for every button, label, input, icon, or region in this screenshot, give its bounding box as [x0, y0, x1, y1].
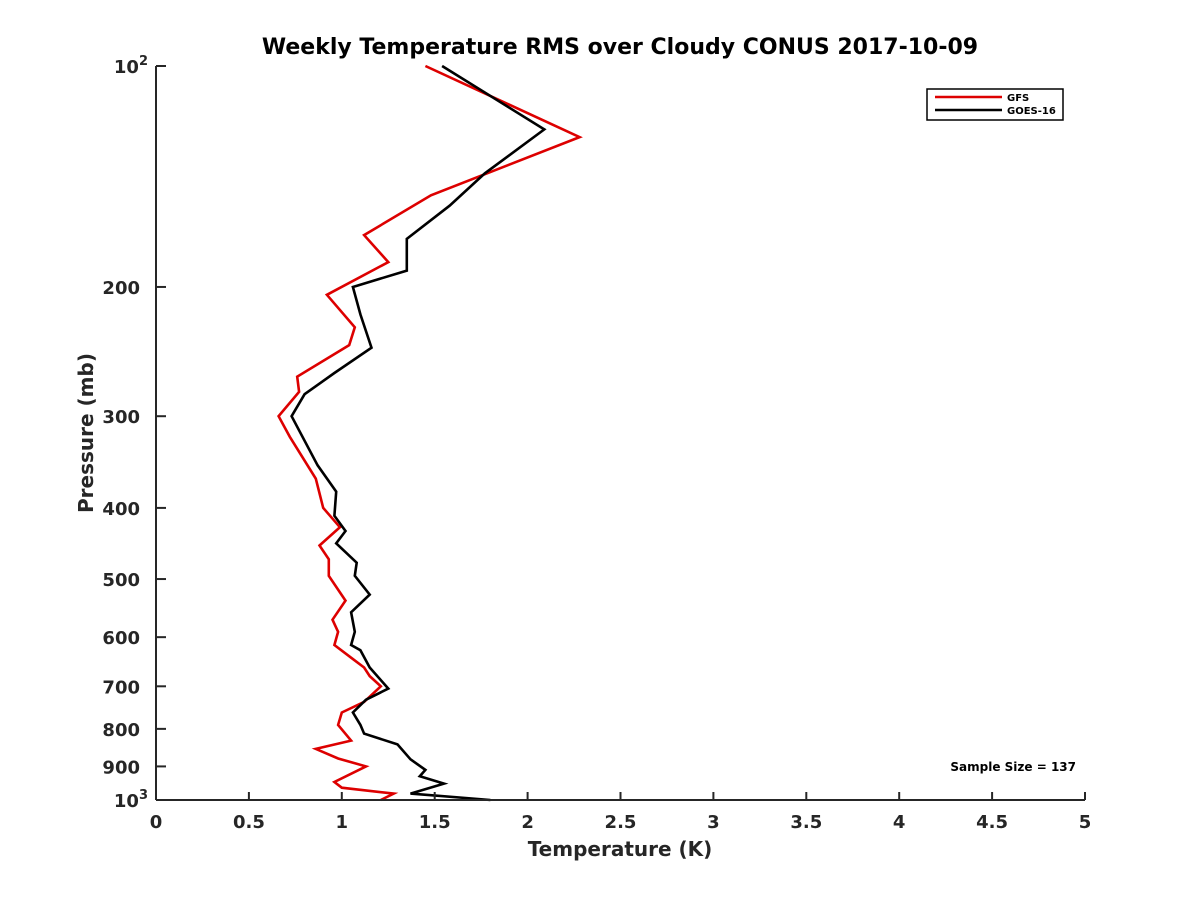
- x-tick-label: 4.5: [976, 812, 1008, 833]
- x-tick-label: 5: [1079, 812, 1092, 833]
- x-tick-label: 2: [521, 812, 534, 833]
- y-axis-title: Pressure (mb): [74, 353, 98, 513]
- y-tick-label: 700: [102, 677, 140, 698]
- x-axis-title: Temperature (K): [528, 837, 713, 861]
- y-tick-label: 300: [102, 407, 140, 428]
- y-tick-label: 200: [102, 278, 140, 299]
- y-tick-label: 900: [102, 757, 140, 778]
- legend-label-gfs: GFS: [1007, 93, 1029, 104]
- x-tick-label: 0.5: [233, 812, 265, 833]
- x-tick-label: 2.5: [605, 812, 637, 833]
- x-tick-label: 0: [150, 812, 163, 833]
- y-ticks: 102 200 300 400 500 600 700 800 900 103: [102, 54, 166, 812]
- x-ticks: 0 0.5 1 1.5 2 2.5 3 3.5 4 4.5 5: [150, 792, 1092, 833]
- y-tick-label: 800: [102, 720, 140, 741]
- series-layer: [277, 64, 583, 802]
- chart-title: Weekly Temperature RMS over Cloudy CONUS…: [262, 35, 978, 60]
- y-tick-label: 600: [102, 628, 140, 649]
- x-tick-label: 1: [336, 812, 349, 833]
- legend: GFS GOES-16: [926, 88, 1064, 121]
- x-tick-label: 4: [893, 812, 906, 833]
- axes-layer: [155, 66, 1085, 801]
- y-tick-label: 103: [114, 788, 148, 812]
- series-line-gfs: [277, 64, 583, 802]
- series-line-goes-16: [290, 64, 547, 802]
- x-tick-label: 1.5: [419, 812, 451, 833]
- legend-label-goes-16: GOES-16: [1007, 106, 1056, 117]
- sample-size-annotation: Sample Size = 137: [950, 760, 1076, 774]
- legend-box: [926, 88, 1064, 121]
- y-tick-label: 102: [114, 54, 148, 78]
- x-tick-label: 3: [707, 812, 720, 833]
- x-tick-label: 3.5: [790, 812, 822, 833]
- y-tick-label: 500: [102, 570, 140, 591]
- y-tick-label: 400: [102, 499, 140, 520]
